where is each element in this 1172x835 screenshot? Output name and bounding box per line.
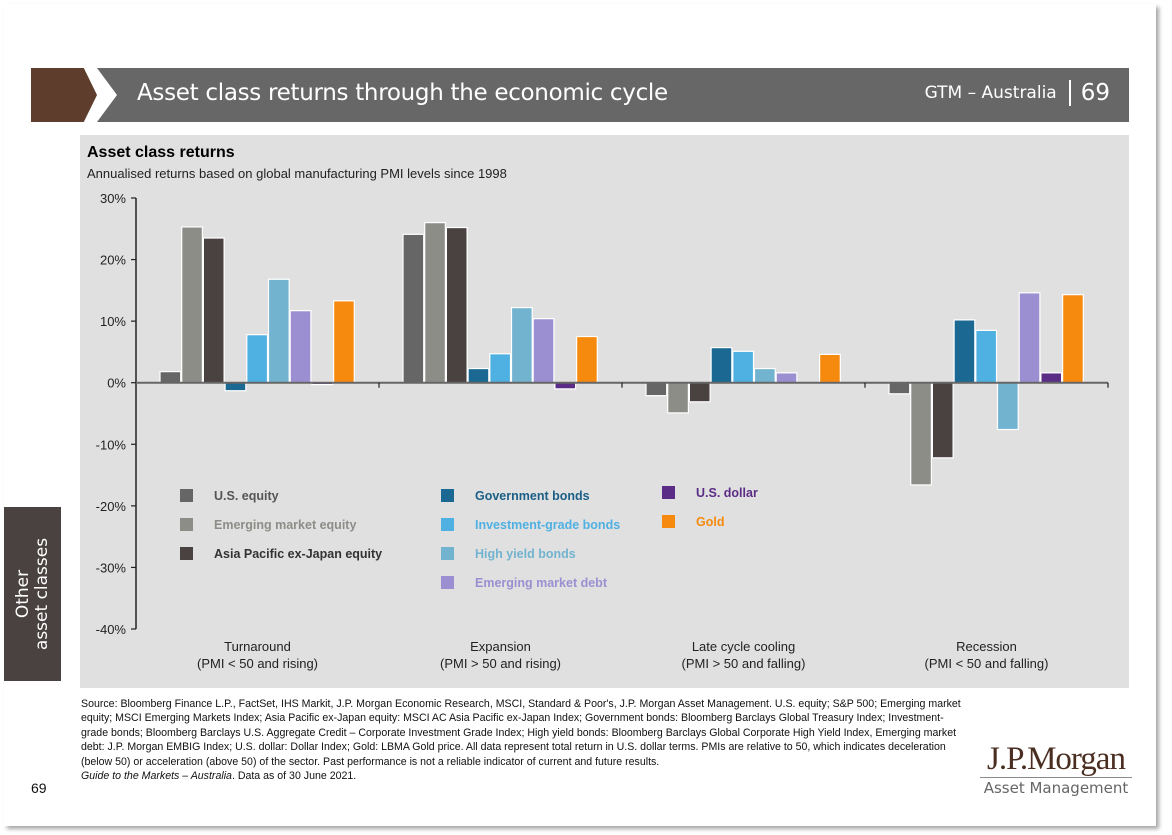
footer-page-number: 69 xyxy=(31,780,47,796)
bar xyxy=(1018,292,1041,384)
bar xyxy=(159,371,182,384)
chart-title: Asset class returns xyxy=(87,144,235,161)
bar xyxy=(424,222,447,384)
legend-swatch xyxy=(441,547,454,560)
legend-swatch xyxy=(441,518,454,531)
y-tick-label: 0% xyxy=(107,376,126,391)
x-category-label: Expansion xyxy=(470,639,531,654)
header-bar xyxy=(97,68,1129,122)
bar xyxy=(775,372,798,384)
header-separator xyxy=(1068,80,1071,106)
bar xyxy=(818,353,841,384)
y-tick-label: -10% xyxy=(96,437,127,452)
legend-label: High yield bonds xyxy=(475,547,576,561)
bar xyxy=(532,318,555,384)
guide-line: Guide to the Markets – Australia. Data a… xyxy=(81,769,966,783)
bar xyxy=(645,382,668,397)
page-title: Asset class returns through the economic… xyxy=(137,80,668,106)
y-tick-label: -40% xyxy=(96,622,127,637)
chart-subtitle: Annualised returns based on global manuf… xyxy=(87,166,507,181)
bar xyxy=(445,226,468,384)
bar xyxy=(510,306,533,384)
header-arrow-marker xyxy=(31,68,97,122)
bar xyxy=(975,329,998,384)
legend-swatch xyxy=(180,547,193,560)
jpmorgan-logo: J.P.Morgan Asset Management xyxy=(980,742,1132,797)
source-notes: Source: Bloomberg Finance L.P., FactSet,… xyxy=(81,697,966,783)
source-text: Source: Bloomberg Finance L.P., FactSet,… xyxy=(81,698,961,768)
x-category-label: Late cycle cooling xyxy=(692,639,795,654)
bar xyxy=(289,310,312,384)
legend-label: U.S. equity xyxy=(214,489,279,503)
bar xyxy=(910,382,933,486)
legend-label: Gold xyxy=(696,515,724,529)
bar xyxy=(996,382,1019,431)
legend-label: Emerging market equity xyxy=(214,518,356,532)
section-tab-label: Other asset classes xyxy=(13,537,52,651)
legend-label: Investment-grade bonds xyxy=(475,518,620,532)
legend-swatch xyxy=(441,576,454,589)
chart-panel xyxy=(80,135,1129,688)
section-tab-line2: asset classes xyxy=(32,537,52,651)
bar xyxy=(267,278,290,384)
bar xyxy=(888,382,911,395)
legend-swatch xyxy=(662,486,675,499)
legend-swatch xyxy=(662,515,675,528)
x-category-sublabel: (PMI < 50 and falling) xyxy=(925,656,1049,671)
header-right: GTM – Australia 69 xyxy=(925,80,1110,106)
x-category-sublabel: (PMI < 50 and rising) xyxy=(197,656,318,671)
region-label: GTM – Australia xyxy=(924,83,1057,103)
bar xyxy=(181,226,203,384)
legend-label: Asia Pacific ex-Japan equity xyxy=(214,547,382,561)
header-page-number: 69 xyxy=(1080,80,1110,106)
logo-brand: J.P.Morgan xyxy=(987,741,1126,777)
x-category-label: Turnaround xyxy=(224,639,291,654)
legend-label: Government bonds xyxy=(475,489,590,503)
bar xyxy=(1040,372,1063,384)
x-category-label: Recession xyxy=(956,639,1017,654)
legend-label: U.S. dollar xyxy=(696,486,758,500)
y-tick-label: 30% xyxy=(100,191,126,206)
bar xyxy=(953,319,976,384)
legend-swatch xyxy=(180,489,193,502)
bar xyxy=(931,382,954,459)
bar xyxy=(688,382,711,403)
logo-rule xyxy=(980,777,1132,778)
bar xyxy=(710,347,733,384)
y-tick-label: 20% xyxy=(100,253,126,268)
guide-title: Guide to the Markets – Australia xyxy=(81,770,232,783)
bar xyxy=(202,237,225,384)
bar xyxy=(402,233,425,384)
legend-label: Emerging market debt xyxy=(475,576,608,590)
logo-division: Asset Management xyxy=(983,779,1129,797)
y-tick-label: -20% xyxy=(96,499,127,514)
section-tab xyxy=(4,507,61,681)
section-tab-line1: Other xyxy=(13,569,33,619)
y-tick-label: -30% xyxy=(96,560,127,575)
bar xyxy=(246,334,269,384)
bar xyxy=(1061,294,1084,384)
bar xyxy=(467,367,490,384)
bar xyxy=(333,300,355,384)
legend-swatch xyxy=(180,518,193,531)
bar xyxy=(575,335,598,384)
bar xyxy=(753,367,776,384)
data-as-of: . Data as of 30 June 2021. xyxy=(231,770,357,783)
legend-swatch xyxy=(441,489,454,502)
bar xyxy=(489,353,512,384)
bar xyxy=(667,382,690,414)
x-category-sublabel: (PMI > 50 and falling) xyxy=(682,656,806,671)
y-tick-label: 10% xyxy=(100,314,126,329)
bar xyxy=(732,350,755,384)
bar xyxy=(224,382,247,392)
x-category-sublabel: (PMI > 50 and rising) xyxy=(440,656,561,671)
